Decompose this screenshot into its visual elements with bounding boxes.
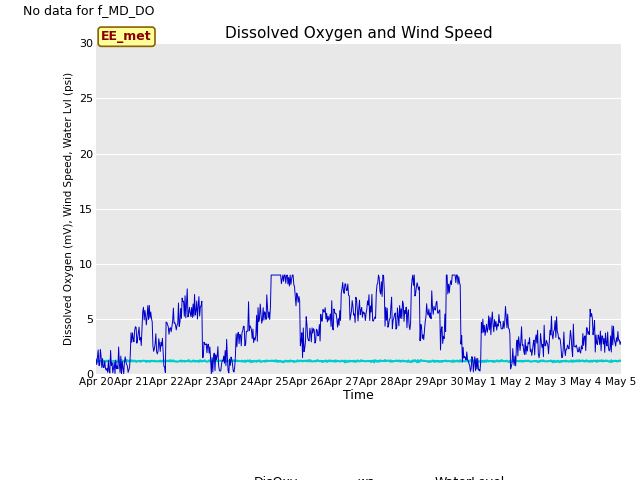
WaterLevel	[424, 359, 431, 364]
X-axis label: Time: Time	[343, 389, 374, 402]
ws	[118, 371, 125, 377]
ws	[237, 343, 245, 349]
WaterLevel	[617, 358, 625, 364]
ws	[92, 356, 100, 362]
ws	[156, 348, 164, 354]
WaterLevel	[237, 358, 245, 364]
Legend: DisOxy, ws, WaterLevel: DisOxy, ws, WaterLevel	[207, 471, 509, 480]
WaterLevel	[439, 358, 447, 364]
WaterLevel	[210, 359, 218, 364]
Text: EE_met: EE_met	[101, 30, 152, 43]
ws	[439, 341, 447, 347]
WaterLevel	[102, 359, 109, 365]
WaterLevel	[118, 357, 125, 363]
Title: Dissolved Oxygen and Wind Speed: Dissolved Oxygen and Wind Speed	[225, 25, 492, 41]
WaterLevel	[371, 360, 378, 365]
ws	[268, 272, 275, 278]
ws	[102, 366, 109, 372]
ws	[210, 354, 218, 360]
WaterLevel	[156, 358, 164, 363]
Y-axis label: Dissolved Oxygen (mV), Wind Speed, Water Lvl (psi): Dissolved Oxygen (mV), Wind Speed, Water…	[63, 72, 74, 346]
ws	[424, 310, 431, 316]
WaterLevel	[92, 358, 100, 364]
Line: WaterLevel: WaterLevel	[96, 360, 621, 362]
ws	[617, 339, 625, 345]
Line: ws: ws	[96, 275, 621, 374]
Text: No data for f_MD_DO: No data for f_MD_DO	[22, 4, 154, 17]
